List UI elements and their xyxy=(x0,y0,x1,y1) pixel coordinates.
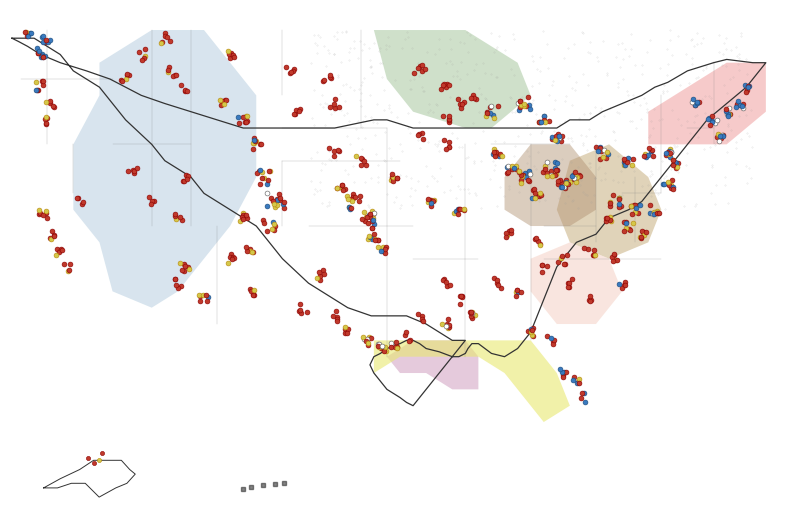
Polygon shape xyxy=(648,63,766,145)
Polygon shape xyxy=(387,341,478,389)
Polygon shape xyxy=(557,145,662,258)
Polygon shape xyxy=(530,242,622,324)
Polygon shape xyxy=(374,30,530,128)
Polygon shape xyxy=(505,145,596,226)
Polygon shape xyxy=(374,341,570,422)
Polygon shape xyxy=(74,30,256,308)
